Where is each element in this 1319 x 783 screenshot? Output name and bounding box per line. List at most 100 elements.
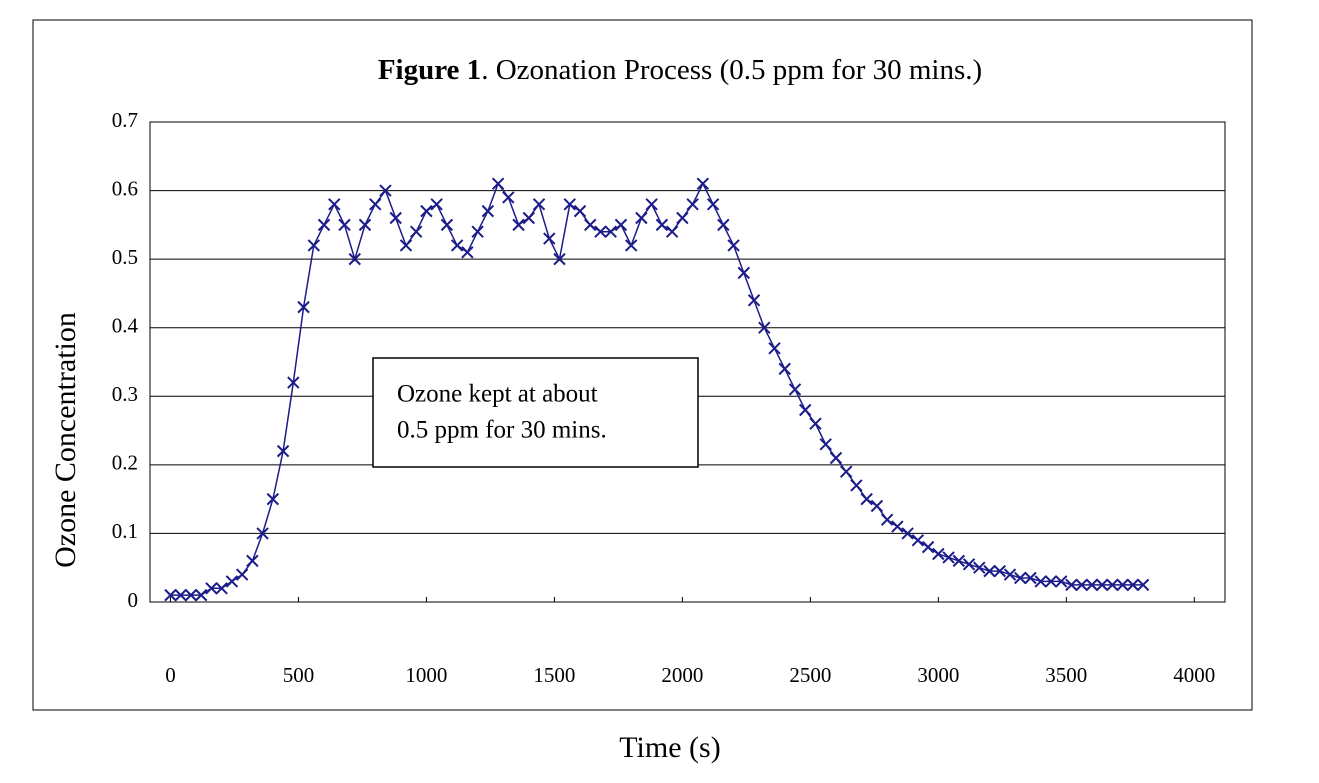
data-point (338, 218, 351, 232)
x-tick-label: 1500 (533, 663, 575, 687)
data-point (563, 198, 576, 211)
x-tick-label: 1000 (405, 663, 447, 687)
data-point (573, 204, 587, 218)
data-point (246, 554, 259, 568)
data-point (348, 252, 361, 266)
annotation-line: 0.5 ppm for 30 mins. (397, 417, 607, 444)
x-tick-label: 4000 (1173, 663, 1215, 687)
data-point (604, 225, 617, 238)
data-point (174, 588, 187, 602)
data-point (471, 225, 484, 238)
data-point (307, 239, 321, 252)
data-point (369, 198, 382, 211)
data-point (194, 588, 208, 602)
data-point (676, 211, 689, 225)
data-point (706, 198, 720, 211)
data-point (635, 211, 648, 225)
data-point (973, 561, 986, 574)
data-point (440, 218, 454, 232)
data-point (420, 204, 433, 218)
data-point (481, 204, 495, 218)
data-point (502, 191, 515, 204)
data-point (819, 438, 832, 451)
data-point (235, 568, 249, 581)
data-point (409, 225, 423, 238)
data-point (952, 554, 966, 568)
data-point (1024, 571, 1037, 585)
data-point (512, 218, 525, 232)
x-tick-label: 2500 (789, 663, 831, 687)
data-point (891, 520, 904, 533)
data-point (799, 403, 812, 417)
data-point (1034, 575, 1047, 588)
x-tick-label: 0 (165, 663, 176, 687)
data-point (911, 534, 925, 547)
data-point (205, 582, 218, 595)
data-point (266, 492, 280, 506)
data-point (399, 239, 413, 252)
data-point (645, 198, 658, 211)
data-point (932, 547, 945, 561)
data-point (850, 479, 863, 492)
y-tick-label: 0.5 (112, 245, 138, 269)
data-point (614, 218, 628, 232)
x-tick-label: 500 (283, 663, 315, 687)
x-axis-label: Time (s) (619, 731, 720, 764)
data-point (758, 321, 771, 334)
data-point (461, 246, 474, 259)
data-point (389, 211, 402, 225)
annotation-box (372, 357, 699, 468)
data-point (727, 239, 740, 252)
data-point (328, 198, 341, 211)
y-tick-label: 0.1 (112, 519, 138, 543)
data-point (1126, 578, 1140, 592)
y-tick-label: 0.3 (112, 382, 138, 406)
data-point (1014, 571, 1027, 585)
data-point (993, 564, 1006, 578)
data-point (870, 499, 884, 513)
data-point (543, 232, 556, 245)
data-point (522, 211, 536, 225)
data-point (1136, 578, 1150, 592)
data-point (768, 342, 781, 355)
data-point (379, 184, 392, 197)
y-axis-label: Ozone Concentration (49, 312, 82, 568)
data-point (921, 540, 935, 554)
data-point (594, 225, 607, 238)
data-point (1054, 575, 1068, 588)
data-point (880, 513, 894, 526)
x-tick-label: 3000 (917, 663, 959, 687)
data-point (696, 177, 710, 190)
y-tick-label: 0.7 (112, 108, 138, 132)
data-point (962, 558, 976, 571)
data-point (491, 177, 505, 190)
chart-frame (32, 19, 1253, 711)
data-point (184, 588, 198, 602)
data-point (737, 266, 751, 280)
data-point (655, 218, 669, 232)
y-tick-label: 0 (128, 588, 139, 612)
data-point (829, 451, 843, 465)
data-point (1003, 568, 1017, 581)
x-tick-label: 2000 (661, 663, 703, 687)
data-point (839, 465, 853, 478)
data-point (665, 225, 679, 238)
data-point (747, 294, 761, 307)
plot: 0 0.1 0.2 0.3 0.4 0.5 0.6 0.7 0 500 1000 1500 2000 25… (112, 108, 1225, 687)
chart-title: Figure 1. Ozonation Process (0.5 ppm for… (378, 54, 982, 86)
y-tick-label: 0.2 (112, 451, 138, 475)
data-point (276, 444, 290, 458)
annotation-line: Ozone kept at about (397, 381, 598, 408)
data-point (778, 362, 791, 376)
data-point (942, 551, 955, 564)
data-point (1106, 578, 1119, 592)
data-point (1085, 578, 1099, 592)
data-point (1065, 578, 1078, 592)
data-point (788, 383, 802, 396)
title-rest: . Ozonation Process (0.5 ppm for 30 mins… (481, 54, 982, 86)
data-point (860, 492, 873, 506)
data-point (624, 239, 638, 252)
title-bold: Figure 1 (378, 54, 481, 86)
